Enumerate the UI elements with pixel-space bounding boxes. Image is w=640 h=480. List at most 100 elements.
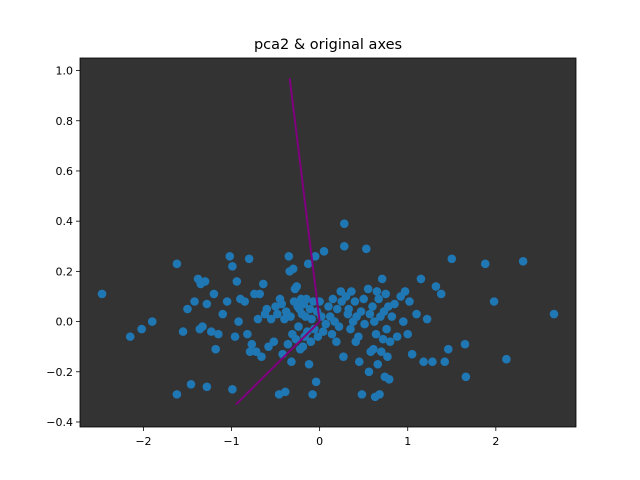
data-point — [280, 387, 290, 397]
data-point — [373, 359, 383, 369]
data-point — [273, 309, 282, 319]
data-point — [400, 287, 410, 296]
data-point — [399, 317, 408, 326]
data-point — [416, 274, 426, 284]
data-point — [382, 324, 391, 334]
data-point — [228, 262, 237, 271]
data-point — [232, 277, 242, 286]
data-point — [262, 304, 272, 314]
data-point — [284, 252, 294, 261]
data-point — [390, 299, 399, 309]
y-tick-label: −0.4 — [46, 416, 73, 429]
data-point — [308, 390, 317, 399]
original-axes-lines — [235, 77, 321, 406]
data-point — [419, 357, 428, 367]
data-point — [480, 259, 490, 269]
y-tick-label: 0.2 — [56, 265, 74, 278]
data-point — [440, 357, 450, 367]
data-point — [346, 324, 355, 334]
data-point — [381, 289, 391, 299]
data-point — [255, 289, 265, 299]
data-point — [332, 304, 342, 314]
x-tick-label: −2 — [135, 435, 151, 448]
data-point — [243, 329, 252, 339]
y-tick-label: 1.0 — [56, 65, 74, 78]
data-point — [378, 334, 388, 344]
data-point — [307, 314, 317, 324]
data-point — [363, 284, 373, 294]
data-point — [360, 319, 369, 329]
data-point — [183, 304, 192, 314]
plot-area — [80, 58, 576, 427]
data-point — [211, 344, 220, 354]
data-point — [364, 367, 374, 377]
scatter-points — [97, 219, 559, 402]
data-point — [298, 342, 308, 351]
data-point — [354, 332, 363, 341]
data-point — [387, 312, 397, 321]
data-point — [428, 357, 437, 367]
data-point — [222, 297, 232, 306]
data-point — [489, 297, 499, 306]
chart-title: pca2 & original axes — [254, 37, 402, 53]
data-point — [200, 277, 210, 286]
data-point — [372, 287, 382, 296]
data-point — [186, 380, 196, 389]
data-point — [374, 294, 383, 304]
data-point — [362, 244, 371, 254]
x-axis: −2 −1 0 1 2 — [135, 427, 499, 448]
data-point — [377, 347, 386, 356]
x-tick-label: 0 — [316, 435, 323, 448]
original-axis-2-line — [235, 320, 321, 406]
data-point — [240, 297, 250, 306]
data-point — [244, 254, 254, 264]
data-point — [359, 294, 368, 304]
data-point — [357, 390, 367, 399]
data-point — [218, 309, 228, 319]
data-point — [324, 302, 333, 311]
data-point — [365, 309, 375, 319]
data-point — [303, 327, 312, 336]
x-tick-label: 1 — [404, 435, 411, 448]
data-point — [283, 339, 293, 349]
data-point — [305, 304, 315, 314]
data-point — [447, 254, 457, 264]
data-point — [230, 332, 240, 341]
plot-frame — [79, 57, 577, 428]
data-point — [403, 329, 413, 339]
data-point — [443, 344, 453, 354]
data-point — [125, 332, 135, 341]
data-point — [209, 289, 219, 299]
data-point — [202, 382, 212, 392]
data-point — [302, 294, 311, 304]
data-point — [311, 377, 321, 387]
data-point — [328, 294, 338, 304]
data-point — [344, 304, 354, 314]
data-point — [206, 327, 216, 336]
data-point — [294, 322, 303, 331]
y-tick-label: 0.0 — [56, 316, 74, 329]
data-point — [502, 354, 511, 364]
y-tick-label: 0.8 — [56, 115, 74, 128]
data-point — [422, 314, 432, 324]
data-point — [518, 257, 528, 266]
data-point — [377, 274, 387, 284]
data-point — [286, 312, 295, 321]
data-point — [321, 319, 331, 329]
data-point — [303, 259, 313, 269]
data-point — [436, 289, 446, 299]
y-tick-label: −0.2 — [46, 366, 73, 379]
data-point — [190, 297, 199, 306]
data-point — [253, 314, 263, 324]
data-point — [257, 352, 266, 362]
data-point — [309, 297, 318, 306]
data-point — [266, 314, 276, 324]
data-point — [269, 337, 279, 346]
data-point — [350, 297, 360, 306]
data-point — [549, 309, 559, 319]
original-axis-1-line — [288, 77, 321, 322]
data-point — [375, 390, 384, 399]
data-point — [202, 299, 212, 309]
data-point — [306, 337, 316, 346]
data-point — [356, 307, 366, 316]
